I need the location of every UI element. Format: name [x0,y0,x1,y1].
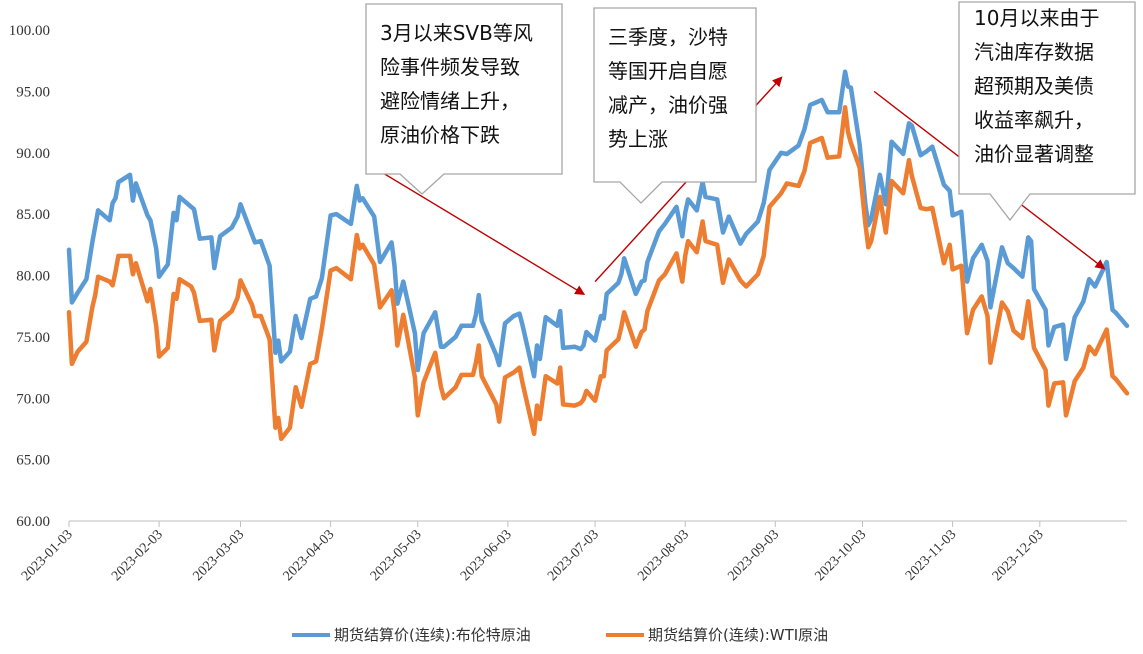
x-tick-label: 2023-12-03 [990,527,1047,584]
callout-text-line: 险事件频发导致 [380,55,520,79]
y-tick-label: 65.00 [16,453,50,469]
y-tick-label: 60.00 [16,514,50,530]
x-tick-label: 2023-10-03 [813,527,870,584]
y-tick-label: 100.00 [9,23,50,39]
y-tick-label: 70.00 [16,391,50,407]
x-tick-label: 2023-06-03 [458,527,515,584]
callout-text-line: 避险情绪上升， [380,89,520,113]
callout-text-line: 超预期及美债 [974,74,1094,98]
y-tick-label: 75.00 [16,330,50,346]
x-tick-label: 2023-09-03 [725,527,782,584]
y-tick-label: 95.00 [16,84,50,100]
x-tick-label: 2023-11-03 [903,527,959,583]
legend: 期货结算价(连续):布伦特原油 期货结算价(连续):WTI原油 [292,626,828,644]
annotation-arrow [379,170,586,295]
x-tick-label: 2023-03-03 [191,527,248,584]
x-tick-label: 2023-07-03 [545,527,602,584]
callout-box [365,3,563,195]
y-tick-label: 85.00 [16,207,50,223]
x-tick-label: 2023-04-03 [281,527,338,584]
x-axis: 2023-01-03 2023-02-03 2023-03-03 2023-04-03… [19,520,1127,584]
x-tick-label: 2023-02-03 [109,527,166,584]
legend-label-brent: 期货结算价(连续):布伦特原油 [334,626,531,644]
callout-box [593,7,757,204]
callout-text-line: 等国开启自愿 [608,59,728,83]
series-line-brent [66,69,1130,379]
x-tick-label: 2023-05-03 [368,527,425,584]
callout-text-line: 10月以来由于 [974,6,1099,30]
series-layer [66,69,1130,442]
x-tick-label: 2023-08-03 [635,527,692,584]
legend-label-wti: 期货结算价(连续):WTI原油 [648,626,828,644]
callout-text-line: 收益率飙升， [974,108,1094,132]
callout-text-line: 三季度，沙特 [608,25,728,49]
callout-text-line: 势上涨 [608,127,668,151]
callout-text-line: 原油价格下跌 [380,123,500,147]
y-tick-label: 80.00 [16,269,50,285]
series-line-wti [66,105,1130,442]
x-tick-label: 2023-01-03 [19,527,76,584]
callout-text-line: 3月以来SVB等风 [380,21,533,45]
callout-text-line: 油价显著调整 [974,142,1094,166]
callout-text-line: 汽油库存数据 [974,40,1094,64]
y-tick-label: 90.00 [16,146,50,162]
y-axis-ticks: 100.00 95.00 90.00 85.00 80.00 75.00 70.00 65.0… [9,23,50,530]
callout-box [958,1,1136,222]
callout-text-line: 减产，油价强 [608,93,728,117]
